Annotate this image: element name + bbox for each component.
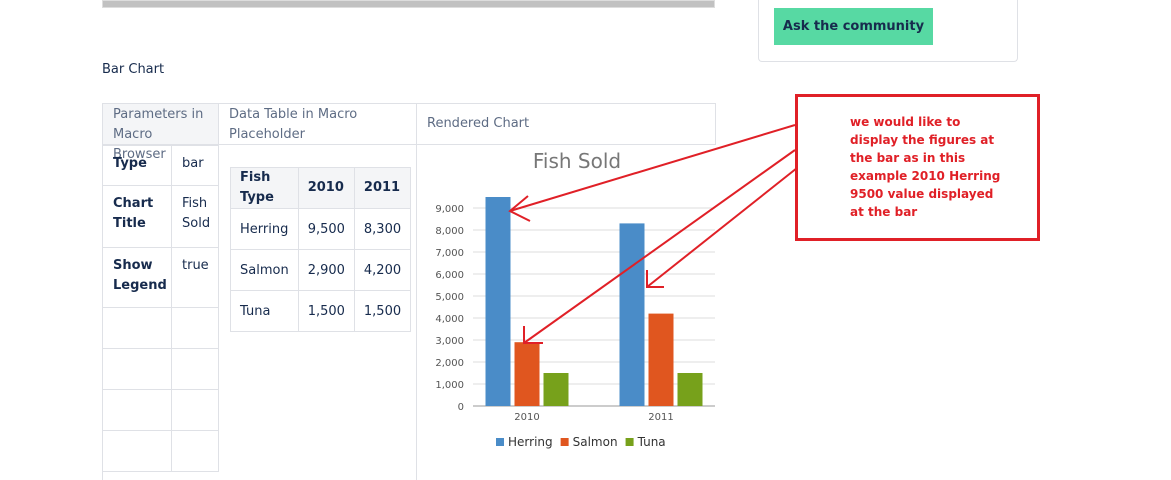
column-header: Data Table in Macro Placeholder	[218, 103, 417, 145]
bar	[514, 342, 540, 406]
legend-label: Herring	[508, 435, 553, 449]
empty-cell	[102, 430, 172, 472]
table-cell: 1,500	[353, 290, 412, 332]
text: Chart Title	[113, 196, 154, 231]
column-header: Rendered Chart	[416, 103, 716, 145]
chart: Fish Sold 0 1,000 2,000 3,000 4,000 5,000 6,00…	[435, 149, 715, 449]
note-box: we would like to display the figures at th…	[795, 94, 1040, 241]
param-key: Type	[102, 145, 172, 186]
y-tick-label: 7,000	[435, 248, 464, 259]
table-cell: Salmon	[230, 249, 299, 291]
table-cell: 8,300	[353, 208, 412, 250]
empty-cell	[171, 307, 219, 349]
y-tick-label: 6,000	[435, 270, 464, 281]
bar	[619, 223, 645, 406]
param-key: Show Legend	[102, 247, 172, 308]
table-cell: Tuna	[230, 290, 299, 332]
y-tick-label: 8,000	[435, 226, 464, 237]
legend-swatch	[560, 438, 569, 446]
note-line: display the figures at	[850, 133, 995, 147]
side-card	[758, 0, 1018, 62]
table-cell: 4,200	[353, 249, 412, 291]
legend-swatch	[496, 438, 504, 446]
column-header: Parameters in Macro Browser	[102, 103, 219, 162]
table-row: Tuna 1,500 1,500	[230, 290, 412, 332]
empty-cell	[171, 348, 219, 390]
empty-cell	[102, 389, 172, 431]
bar	[677, 373, 703, 406]
empty-cell	[171, 389, 219, 431]
y-tick-label: 5,000	[435, 292, 464, 303]
note-line: 9500 value displayed	[850, 187, 994, 201]
ask-button[interactable]: Ask the community	[774, 8, 933, 45]
legend-label: Tuna	[637, 435, 666, 449]
param-value: true	[171, 247, 219, 308]
y-tick-label: 9,000	[435, 204, 464, 215]
table-row: Salmon 2,900 4,200	[230, 249, 412, 291]
legend-label: Salmon	[573, 435, 618, 449]
y-tick-label: 3,000	[435, 336, 464, 347]
table-header-cell: 2010	[297, 167, 355, 209]
table-cell: 1,500	[297, 290, 355, 332]
table-row: Herring 9,500 8,300	[230, 208, 412, 250]
chart-title: Fish Sold	[533, 149, 621, 173]
y-tick-label: 2,000	[435, 358, 464, 369]
param-value: bar	[171, 145, 219, 186]
scrollbar[interactable]	[102, 0, 715, 8]
empty-cell	[102, 348, 172, 390]
empty-cell	[171, 430, 219, 472]
bar	[543, 373, 569, 406]
note-line: the bar as in this	[850, 151, 966, 165]
text: Show Legend	[113, 258, 167, 293]
table-row: Fish Type 2010 2011	[230, 167, 412, 209]
table-header-cell: Fish Type	[230, 167, 299, 209]
column-border	[416, 145, 417, 480]
text: Type	[113, 156, 147, 171]
table-cell: Herring	[230, 208, 299, 250]
table: Fish Type 2010 2011 Herring 9,500 8,300 Salmon…	[230, 167, 412, 332]
param-key: Chart Title	[102, 185, 172, 248]
bar	[648, 313, 674, 406]
note: we would like to display the figures at th…	[850, 113, 1037, 221]
y-tick-label: 4,000	[435, 314, 464, 325]
x-tick-label: 2010	[514, 412, 539, 423]
legend-swatch	[625, 438, 634, 446]
param-value: Fish Sold	[171, 185, 219, 248]
heading: Bar Chart	[102, 62, 165, 77]
empty-cell	[102, 307, 172, 349]
table-cell: 9,500	[297, 208, 355, 250]
y-tick-label: 0	[458, 402, 464, 413]
table-cell: 2,900	[297, 249, 355, 291]
data-table: Fish Type 2010 2011 Herring 9,500 8,300 Salmon…	[230, 167, 412, 332]
bar	[485, 197, 511, 406]
table-header-cell: 2011	[353, 167, 412, 209]
note-line: we would like to	[850, 115, 961, 129]
note-line: at the bar	[850, 205, 918, 219]
x-tick-label: 2011	[648, 412, 673, 423]
y-tick-label: 1,000	[435, 380, 464, 391]
note-line: example 2010 Herring	[850, 169, 1001, 183]
